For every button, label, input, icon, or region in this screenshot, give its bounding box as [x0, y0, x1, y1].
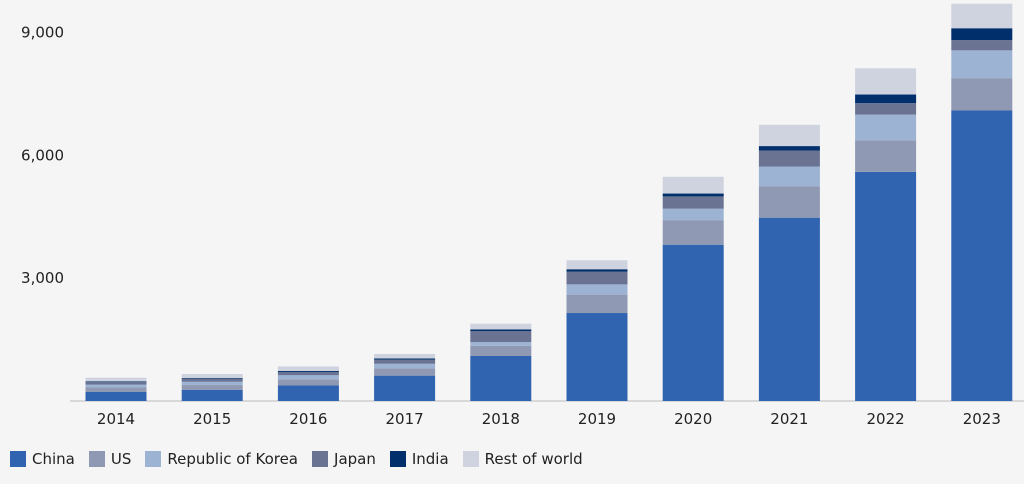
- x-tick-label: 2015: [193, 410, 231, 428]
- bar-segment: [85, 384, 147, 388]
- bar-segment: [951, 50, 1013, 79]
- bar-segment: [374, 353, 436, 359]
- x-axis-ticks: 2014 2015 2016 2017 2018 2019 2020 2021 2022 2023: [97, 410, 1001, 428]
- bar-segment: [758, 124, 820, 147]
- legend: China US Republic of Korea Japan India Rest o…: [10, 450, 583, 468]
- bar-segment: [181, 381, 243, 386]
- bar-segment: [181, 378, 243, 382]
- bar-segment: [181, 378, 243, 379]
- bar-segment: [470, 331, 532, 343]
- bar-segment: [662, 176, 724, 194]
- legend-swatch: [88, 451, 105, 467]
- bar-segment: [85, 381, 147, 383]
- bar-segment: [277, 366, 339, 371]
- bar-segment: [758, 186, 820, 218]
- bar-segment: [662, 196, 724, 209]
- legend-swatch: [389, 451, 406, 467]
- x-tick-label: 2017: [386, 410, 424, 428]
- bar-segment: [662, 193, 724, 197]
- bar-segment: [566, 271, 628, 285]
- bar-segment: [758, 150, 820, 167]
- bar-segment: [566, 294, 628, 314]
- bar-segment: [758, 146, 820, 151]
- bar-segment: [374, 375, 436, 401]
- bar-segment: [470, 342, 532, 346]
- bar-segment: [374, 359, 436, 364]
- bar-segment: [855, 171, 917, 401]
- bar-segment: [470, 355, 532, 401]
- legend-label: Republic of Korea: [167, 450, 299, 468]
- bar-segment: [374, 363, 436, 369]
- legend-item: Rest of world: [462, 450, 583, 468]
- legend-label: India: [411, 450, 449, 468]
- bar-segment: [855, 103, 917, 115]
- legend-swatch: [10, 451, 26, 467]
- y-tick-label: 3,000: [21, 269, 64, 287]
- bar-segment: [662, 220, 724, 245]
- bar-segment: [85, 377, 147, 382]
- legend-item: US: [88, 450, 132, 468]
- bar-stacks: [85, 3, 1013, 402]
- legend-item: China: [10, 450, 75, 468]
- bar-segment: [181, 373, 243, 379]
- x-tick-label: 2022: [867, 410, 905, 428]
- bar-segment: [951, 78, 1013, 111]
- bar-segment: [181, 385, 243, 390]
- bar-segment: [277, 371, 339, 376]
- x-tick-label: 2014: [97, 410, 135, 428]
- x-tick-label: 2023: [963, 410, 1001, 428]
- bar-segment: [470, 345, 532, 356]
- bar-segment: [470, 323, 532, 330]
- bar-segment: [855, 68, 917, 95]
- bar-segment: [374, 358, 436, 360]
- legend-label: Japan: [334, 450, 376, 468]
- bar-segment: [277, 385, 339, 401]
- bar-segment: [277, 370, 339, 372]
- bar-segment: [85, 387, 147, 392]
- legend-item: Japan: [312, 450, 376, 468]
- x-tick-label: 2016: [289, 410, 327, 428]
- bar-segment: [951, 40, 1013, 51]
- bar-segment: [566, 313, 628, 401]
- y-tick-label: 9,000: [21, 24, 64, 42]
- x-tick-label: 2020: [674, 410, 712, 428]
- x-tick-label: 2019: [578, 410, 616, 428]
- bar-segment: [85, 391, 147, 401]
- legend-item: India: [389, 450, 449, 468]
- bar-segment: [566, 284, 628, 295]
- legend-item: Republic of Korea: [145, 450, 298, 468]
- bar-segment: [662, 244, 724, 401]
- bar-segment: [951, 28, 1013, 41]
- legend-label: Rest of world: [484, 450, 583, 468]
- legend-swatch: [462, 451, 479, 467]
- legend-label: US: [110, 450, 132, 468]
- x-tick-label: 2021: [770, 410, 808, 428]
- legend-label: China: [32, 450, 75, 468]
- bar-segment: [566, 260, 628, 270]
- y-tick-label: 6,000: [21, 146, 64, 164]
- bar-segment: [277, 379, 339, 386]
- bar-segment: [181, 389, 243, 401]
- legend-swatch: [145, 451, 162, 467]
- bar-segment: [470, 329, 532, 332]
- bar-segment: [277, 375, 339, 380]
- bar-segment: [855, 140, 917, 172]
- bar-segment: [85, 382, 147, 385]
- bar-segment: [374, 368, 436, 376]
- bar-segment: [758, 166, 820, 187]
- bar-segment: [855, 94, 917, 104]
- x-tick-label: 2018: [482, 410, 520, 428]
- bar-segment: [758, 217, 820, 401]
- bar-segment: [855, 114, 917, 141]
- legend-swatch: [312, 451, 329, 467]
- bar-segment: [951, 3, 1013, 29]
- bar-segment: [951, 110, 1013, 402]
- bar-segment: [566, 269, 628, 272]
- bar-segment: [662, 208, 724, 221]
